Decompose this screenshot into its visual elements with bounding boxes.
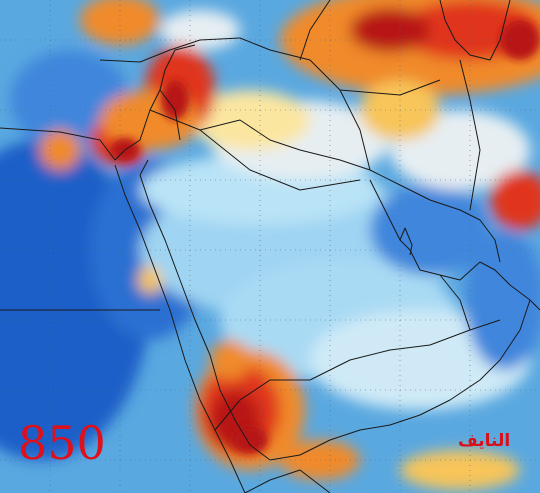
pressure-level-label: 850	[18, 416, 106, 470]
author-signature: النايف	[458, 431, 511, 451]
